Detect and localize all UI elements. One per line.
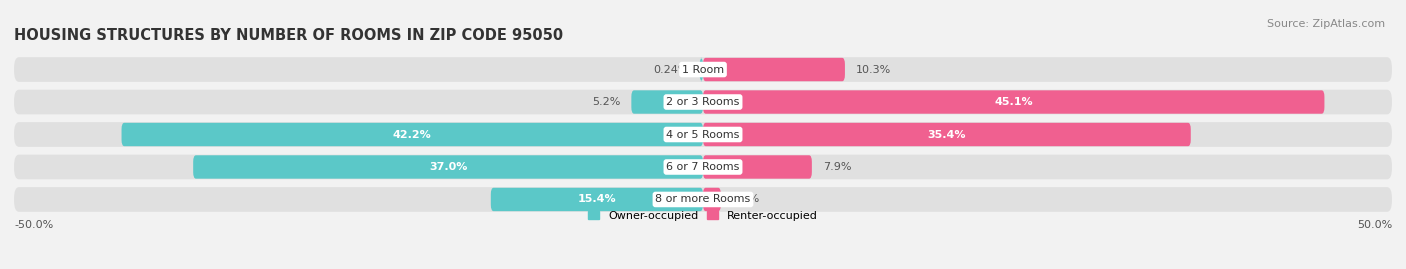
Text: 8 or more Rooms: 8 or more Rooms (655, 194, 751, 204)
Text: 2 or 3 Rooms: 2 or 3 Rooms (666, 97, 740, 107)
Text: 7.9%: 7.9% (823, 162, 852, 172)
FancyBboxPatch shape (703, 90, 1324, 114)
Text: Source: ZipAtlas.com: Source: ZipAtlas.com (1267, 19, 1385, 29)
FancyBboxPatch shape (631, 90, 703, 114)
Text: 0.24%: 0.24% (654, 65, 689, 75)
Text: 6 or 7 Rooms: 6 or 7 Rooms (666, 162, 740, 172)
Text: -50.0%: -50.0% (14, 220, 53, 230)
Text: 37.0%: 37.0% (429, 162, 467, 172)
FancyBboxPatch shape (703, 58, 845, 81)
FancyBboxPatch shape (491, 188, 703, 211)
Text: 10.3%: 10.3% (856, 65, 891, 75)
FancyBboxPatch shape (193, 155, 703, 179)
FancyBboxPatch shape (700, 58, 703, 81)
Text: 50.0%: 50.0% (1357, 220, 1392, 230)
FancyBboxPatch shape (14, 57, 1392, 82)
Text: 15.4%: 15.4% (578, 194, 616, 204)
FancyBboxPatch shape (14, 155, 1392, 179)
FancyBboxPatch shape (14, 187, 1392, 212)
Text: 5.2%: 5.2% (592, 97, 620, 107)
FancyBboxPatch shape (703, 188, 721, 211)
Text: 42.2%: 42.2% (392, 129, 432, 140)
Text: 35.4%: 35.4% (928, 129, 966, 140)
Text: HOUSING STRUCTURES BY NUMBER OF ROOMS IN ZIP CODE 95050: HOUSING STRUCTURES BY NUMBER OF ROOMS IN… (14, 28, 564, 43)
FancyBboxPatch shape (121, 123, 703, 146)
FancyBboxPatch shape (14, 122, 1392, 147)
Text: 4 or 5 Rooms: 4 or 5 Rooms (666, 129, 740, 140)
FancyBboxPatch shape (703, 123, 1191, 146)
Text: 1 Room: 1 Room (682, 65, 724, 75)
FancyBboxPatch shape (14, 90, 1392, 114)
Text: 1.3%: 1.3% (733, 194, 761, 204)
Legend: Owner-occupied, Renter-occupied: Owner-occupied, Renter-occupied (583, 206, 823, 225)
FancyBboxPatch shape (703, 155, 811, 179)
Text: 45.1%: 45.1% (994, 97, 1033, 107)
